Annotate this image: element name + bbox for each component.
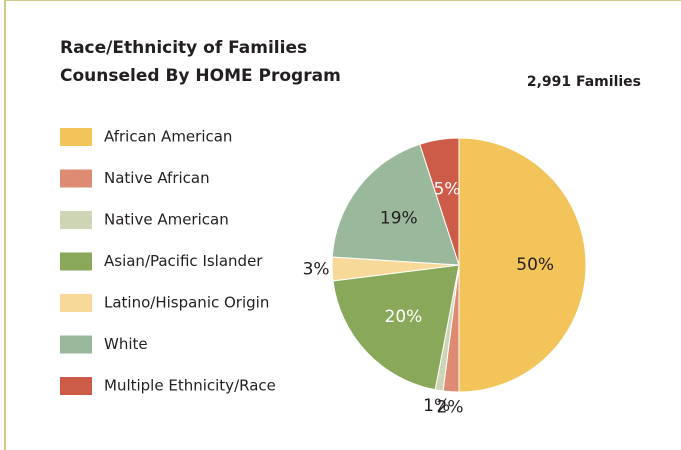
data-label: 5% xyxy=(434,180,461,200)
pie-slice xyxy=(419,137,460,266)
legend-swatch xyxy=(60,169,92,188)
legend-label: Multiple Ethnicity/Race xyxy=(104,377,276,395)
data-label: 1% xyxy=(423,396,450,416)
chart-title: Race/Ethnicity of Families xyxy=(60,38,307,58)
chart-subtitle: 2,991 Families xyxy=(527,74,641,90)
legend-swatch xyxy=(60,211,92,229)
data-label: 50% xyxy=(516,255,554,275)
data-label: 20% xyxy=(385,307,423,327)
pie-slice xyxy=(332,264,460,391)
legend-swatch xyxy=(60,335,92,354)
chart-title: Counseled By HOME Program xyxy=(60,66,341,86)
legend-label: Latino/Hispanic Origin xyxy=(104,294,269,312)
legend-label: Native American xyxy=(104,211,229,229)
legend-swatch xyxy=(60,252,92,271)
legend-label: African American xyxy=(104,128,232,146)
pie-slice xyxy=(331,143,460,266)
legend-swatch xyxy=(60,128,92,146)
legend-swatch xyxy=(60,377,92,395)
legend-label: Native African xyxy=(104,169,210,187)
legend-label: Asian/Pacific Islander xyxy=(104,252,263,270)
legend-label: White xyxy=(104,335,148,353)
data-label: 3% xyxy=(303,259,330,279)
legend-swatch xyxy=(60,294,92,312)
data-label: 19% xyxy=(380,208,418,228)
data-label: 2% xyxy=(437,398,464,418)
pie-slice xyxy=(458,137,587,393)
